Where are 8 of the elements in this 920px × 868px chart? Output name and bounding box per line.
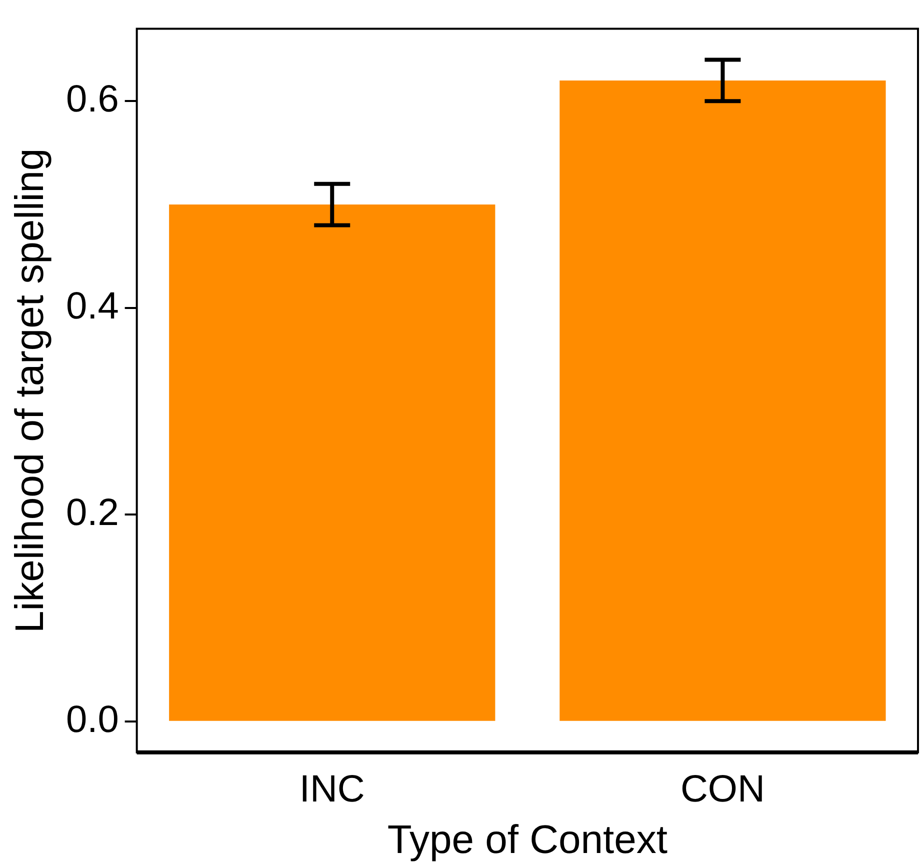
x-tick-label: INC xyxy=(299,768,365,811)
y-tick-label: 0.6 xyxy=(66,78,119,121)
y-tick-label: 0.2 xyxy=(66,492,119,534)
y-tick-label: 0.4 xyxy=(66,285,119,328)
x-axis-title: Type of Context xyxy=(387,818,668,862)
x-tick-label: CON xyxy=(680,768,765,811)
y-axis-title: Likelihood of target spelling xyxy=(8,148,52,633)
y-tick-label: 0.0 xyxy=(66,698,119,741)
